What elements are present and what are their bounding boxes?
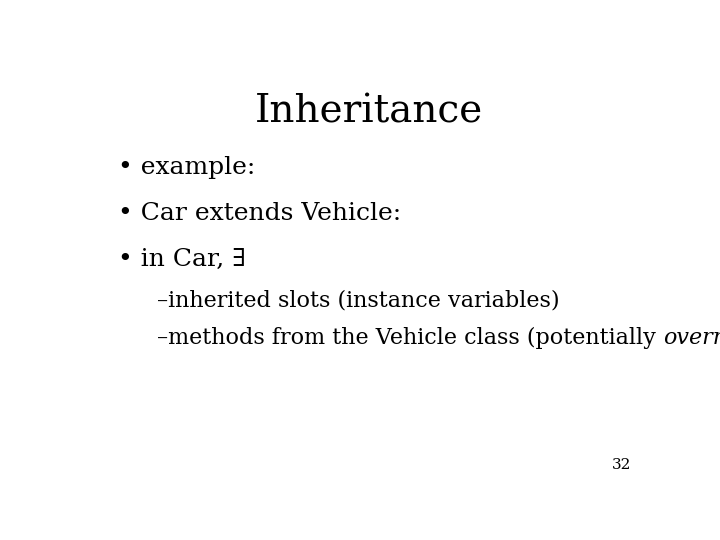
Text: overriden: overriden <box>663 327 720 349</box>
Text: • Car extends Vehicle:: • Car extends Vehicle: <box>118 202 401 225</box>
Text: 32: 32 <box>612 458 631 472</box>
Text: Inheritance: Inheritance <box>255 94 483 131</box>
Text: –inherited slots (instance variables): –inherited slots (instance variables) <box>157 289 559 312</box>
Text: • in Car, ∃: • in Car, ∃ <box>118 248 246 271</box>
Text: • example:: • example: <box>118 156 256 179</box>
Text: –methods from the Vehicle class (potentially: –methods from the Vehicle class (potenti… <box>157 327 663 349</box>
